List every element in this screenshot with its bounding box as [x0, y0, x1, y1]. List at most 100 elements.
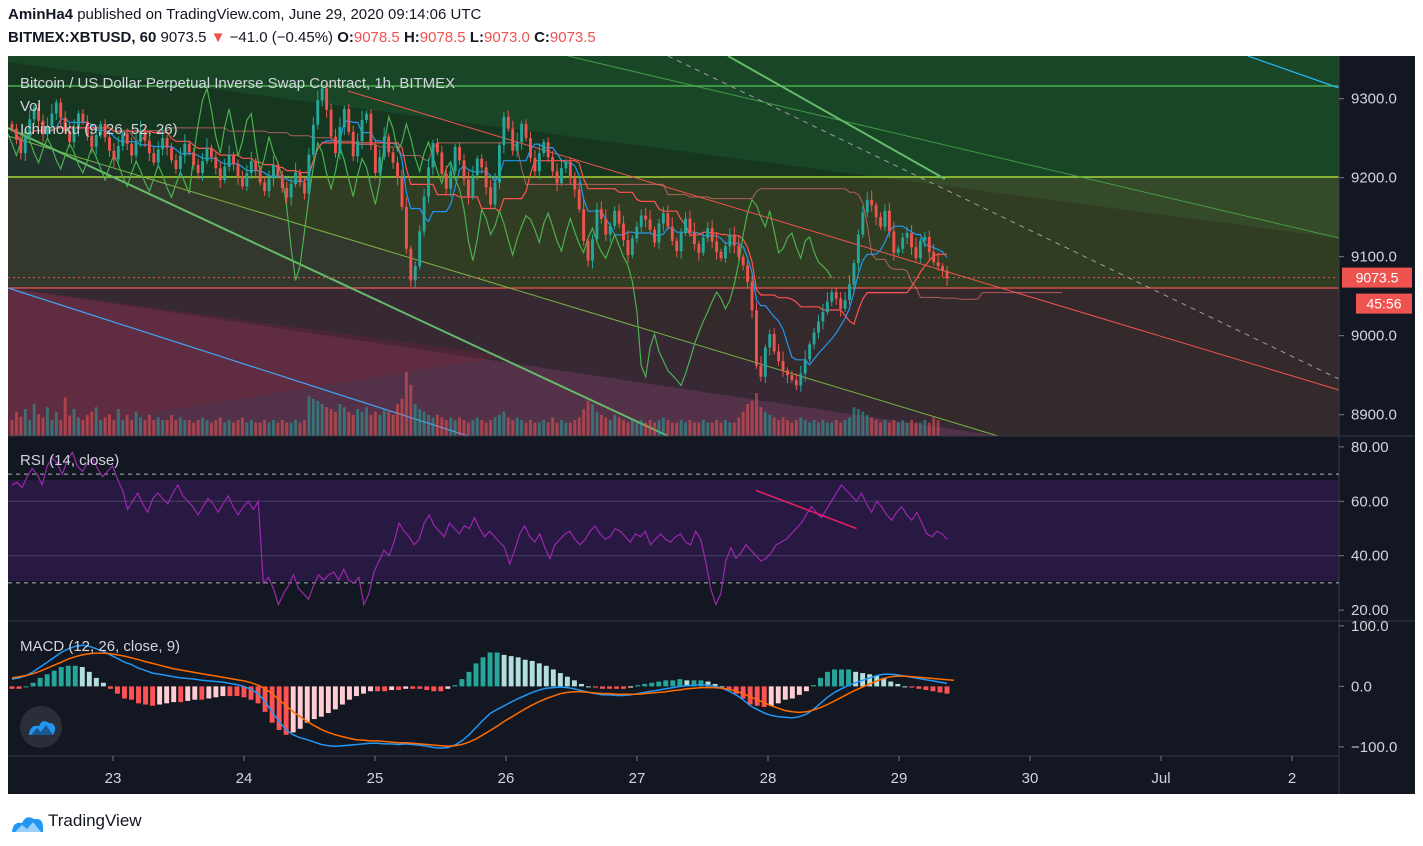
volume-bar: [573, 420, 577, 436]
volume-bar: [830, 422, 834, 436]
volume-bar: [489, 420, 493, 436]
candle-body: [493, 182, 497, 205]
chart-area[interactable]: 9300.0 9200.0 9100.0 9000.0 8900.0 80.00 60.00…: [8, 56, 1415, 794]
channel-mid-line[interactable]: [8, 135, 999, 437]
candle-body: [382, 136, 386, 158]
chart-canvas[interactable]: 9300.0 9200.0 9100.0 9000.0 8900.0 80.00 60.00…: [8, 56, 1415, 794]
candle-body: [134, 142, 138, 156]
candle-body: [564, 161, 568, 169]
volume-bar: [918, 422, 922, 436]
candle-body: [573, 178, 577, 190]
macd-histogram-bar: [389, 686, 395, 691]
macd-histogram-bar: [304, 686, 310, 723]
volume-bar: [781, 417, 785, 436]
macd-histogram-bar: [916, 686, 922, 689]
candle-body: [546, 142, 550, 158]
macd-histogram-bar: [283, 686, 289, 735]
candle-body: [369, 113, 373, 146]
high-value: 9078.5: [419, 29, 466, 46]
volume-bar: [435, 414, 439, 436]
volume-bar: [170, 414, 173, 436]
x-tick-label: 30: [1022, 770, 1039, 787]
volume-bar: [661, 417, 665, 436]
candle-body: [697, 244, 701, 253]
channel-upper-line[interactable]: [567, 56, 1340, 239]
volume-bar: [568, 422, 572, 436]
volume-bar: [334, 411, 337, 436]
tradingview-brand-name[interactable]: TradingView: [48, 811, 142, 830]
volume-bar: [10, 420, 14, 436]
candle-body: [910, 232, 913, 248]
candle-body: [746, 265, 750, 282]
channel-line-top[interactable]: [1247, 56, 1340, 89]
macd-histogram-bar: [241, 686, 247, 698]
volume-bar: [99, 420, 103, 436]
volume-bar: [156, 417, 160, 436]
volume-bar: [901, 420, 905, 436]
channel-lower-line[interactable]: [8, 287, 469, 437]
macd-histogram-bar: [417, 686, 423, 689]
macd-legend[interactable]: MACD (12, 26, close, 9): [20, 638, 180, 655]
volume-bar: [511, 420, 515, 436]
macd-histogram-bar: [747, 686, 753, 705]
macd-histogram-bar: [494, 652, 500, 687]
macd-histogram-bar: [853, 671, 859, 687]
macd-histogram-bar: [431, 686, 437, 692]
rsi-trendline[interactable]: [755, 489, 857, 530]
author-name[interactable]: AminHa4: [8, 6, 74, 23]
macd-histogram-bar: [817, 677, 823, 687]
candle-body: [254, 161, 258, 171]
volume-bar: [396, 404, 399, 436]
price-axis[interactable]: 9300.0 9200.0 9100.0 9000.0 8900.0 80.00 60.00…: [1339, 91, 1397, 756]
projection-dashed-line[interactable]: [667, 56, 1340, 380]
volume-bar: [192, 422, 196, 436]
trend-line-green[interactable]: [8, 127, 669, 437]
candle-body: [852, 262, 856, 285]
macd-histogram-bar: [895, 683, 901, 687]
macd-histogram-bar: [586, 686, 591, 688]
candle-body: [803, 359, 807, 374]
volume-legend[interactable]: Vol: [20, 98, 41, 115]
macd-histogram-bar: [593, 686, 598, 688]
candle-body: [755, 310, 758, 366]
candles: [10, 83, 949, 392]
trend-line-steep[interactable]: [727, 56, 946, 180]
volume-bar: [719, 422, 723, 436]
time-axis[interactable]: 23 24 25 26 27 28 29 30 Jul 2: [105, 756, 1297, 787]
ichimoku-legend[interactable]: Ichimoku (9, 26, 52, 26): [20, 121, 178, 138]
x-tick-label: 27: [629, 770, 646, 787]
volume-bar: [506, 417, 510, 436]
volume-bar: [608, 420, 612, 436]
volume-bar: [874, 420, 878, 436]
volume-bar: [546, 422, 550, 436]
volume-bar: [896, 422, 900, 436]
y-tick-label: 20.00: [1351, 602, 1389, 619]
candle-body: [918, 240, 922, 259]
volume-bar: [325, 407, 329, 436]
volume-bar: [236, 420, 240, 436]
candle-body: [329, 109, 333, 137]
candle-body: [360, 119, 364, 142]
ichimoku-leading-span-b: [126, 127, 1063, 300]
y-tick-label: 0.0: [1351, 678, 1372, 695]
volume-bar: [755, 393, 758, 436]
volume-bar: [462, 420, 466, 436]
volume-bar: [750, 400, 754, 436]
volume-bar: [77, 417, 80, 436]
volume-bar: [515, 417, 519, 436]
volume-bar: [68, 415, 72, 436]
volume-bar: [763, 411, 767, 436]
volume-bar: [63, 397, 67, 436]
rsi-legend[interactable]: RSI (14, close): [20, 452, 119, 469]
candle-body: [480, 158, 484, 168]
candle-body: [471, 175, 475, 197]
macd-histogram-bar: [740, 686, 746, 699]
tradingview-logo-icon[interactable]: [10, 812, 46, 834]
candle-body: [413, 266, 417, 281]
volume-bar: [130, 420, 134, 436]
macd-histogram-bar: [480, 657, 486, 687]
tradingview-watermark-icon[interactable]: [20, 706, 62, 748]
macd-histogram-bar: [164, 686, 170, 704]
volume-bar: [542, 420, 546, 436]
macd-histogram-bar: [220, 686, 226, 697]
